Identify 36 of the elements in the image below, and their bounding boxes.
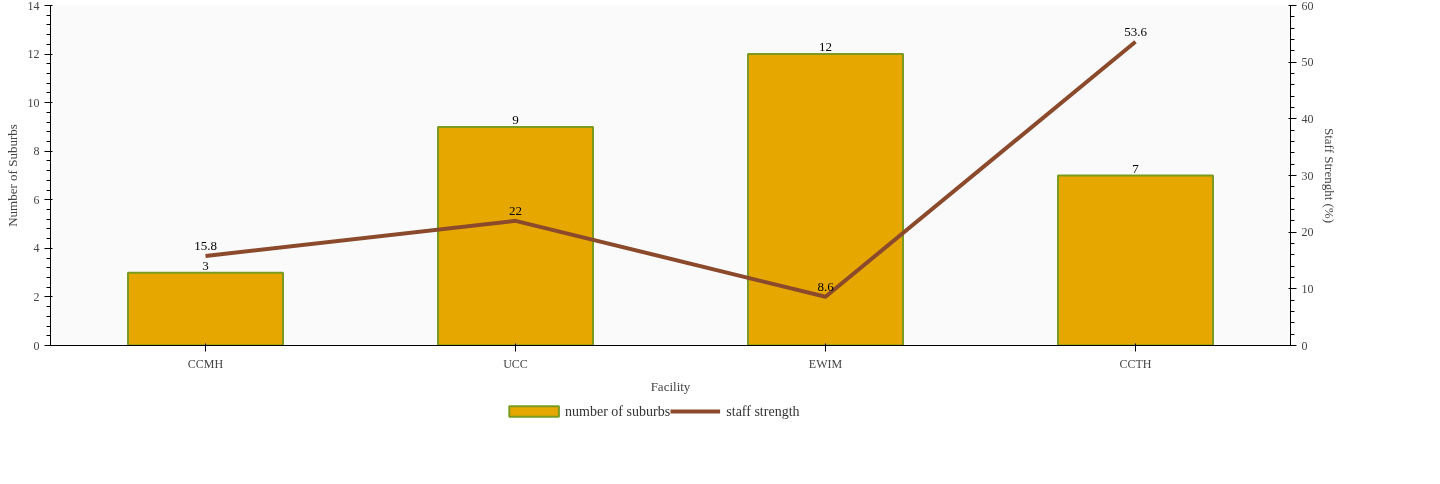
x-tick-label: EWIM bbox=[808, 356, 843, 371]
y2-tick-label: 60 bbox=[1301, 0, 1314, 13]
data-label: 12 bbox=[819, 39, 832, 55]
y2-tick-label: 30 bbox=[1301, 168, 1314, 183]
y-tick-label: 6 bbox=[33, 192, 40, 207]
y2-tick-label: 20 bbox=[1301, 225, 1314, 240]
y2-tick-label: 10 bbox=[1301, 281, 1314, 296]
y-tick-label: 2 bbox=[33, 289, 40, 304]
data-label: 8.6 bbox=[817, 278, 835, 294]
y-tick-label: 4 bbox=[33, 241, 40, 256]
x-tick-label: UCC bbox=[503, 356, 528, 371]
y2-tick-label: 0 bbox=[1301, 338, 1308, 353]
y-tick-label: 10 bbox=[27, 95, 40, 110]
data-label: 7 bbox=[1132, 160, 1140, 176]
data-label: 9 bbox=[512, 111, 519, 127]
y-axis-title: Number of Suburbs bbox=[4, 124, 20, 227]
bar bbox=[1057, 174, 1214, 346]
x-tick-label: CCTH bbox=[1119, 356, 1152, 371]
y-tick-label: 0 bbox=[33, 338, 40, 353]
data-label: 53.6 bbox=[1124, 23, 1148, 39]
data-label: 3 bbox=[202, 257, 209, 273]
legend-label: number of suburbs bbox=[565, 404, 671, 419]
y-tick-label: 12 bbox=[27, 47, 40, 62]
data-label: 22 bbox=[509, 202, 522, 218]
y2-axis-title: Staff Strenght (%) bbox=[1321, 127, 1337, 224]
legend-label: staff strength bbox=[726, 404, 800, 419]
bar bbox=[437, 125, 594, 346]
bar bbox=[747, 53, 904, 346]
y2-tick-label: 40 bbox=[1301, 111, 1314, 126]
bar bbox=[127, 271, 284, 346]
data-label: 15.8 bbox=[194, 237, 217, 253]
x-axis-title: Facility bbox=[650, 378, 691, 394]
x-tick-label: CCMH bbox=[187, 356, 224, 371]
y-tick-label: 8 bbox=[33, 144, 40, 159]
y-tick-label: 14 bbox=[27, 0, 40, 13]
y2-tick-label: 50 bbox=[1301, 55, 1314, 70]
